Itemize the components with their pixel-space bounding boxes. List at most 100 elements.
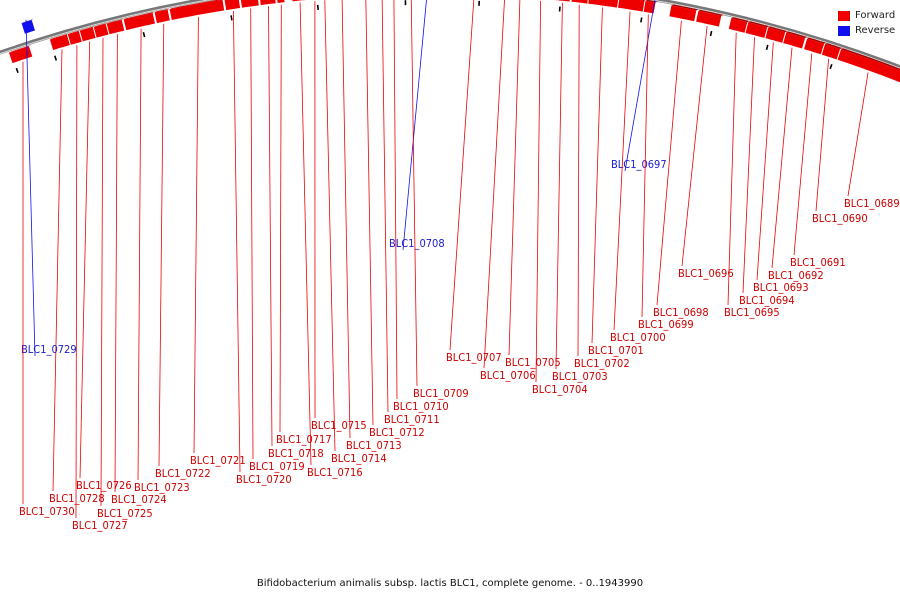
gene-label[interactable]: BLC1_0689: [844, 197, 900, 210]
legend-forward-label: Forward: [855, 10, 896, 21]
gene-leader-line: [613, 11, 631, 331]
gene-feature[interactable]: [240, 0, 259, 8]
gene-label[interactable]: BLC1_0715: [311, 419, 367, 432]
gene-feature[interactable]: [93, 22, 109, 38]
gene-feature[interactable]: [276, 0, 285, 3]
gene-feature[interactable]: [291, 0, 308, 2]
gene-feature[interactable]: [765, 26, 788, 43]
gene-feature[interactable]: [821, 43, 843, 60]
gene-leader-line: [25, 19, 36, 357]
gene-leader-line: [341, 0, 351, 439]
gene-label[interactable]: BLC1_0704: [532, 383, 588, 396]
gene-label[interactable]: BLC1_0709: [413, 387, 469, 400]
gene-label[interactable]: BLC1_0723: [134, 481, 190, 494]
gene-feature[interactable]: [106, 18, 125, 35]
gene-label[interactable]: BLC1_0698: [653, 306, 709, 319]
gene-label[interactable]: BLC1_0711: [384, 413, 440, 426]
gene-label[interactable]: BLC1_0718: [268, 447, 324, 460]
gene-feature[interactable]: [783, 31, 808, 49]
gene-leader-line: [158, 23, 165, 467]
gene-leader-line: [624, 0, 656, 172]
gene-label[interactable]: BLC1_0719: [249, 460, 305, 473]
gene-label[interactable]: BLC1_0697: [611, 158, 667, 171]
legend-reverse-label: Reverse: [855, 25, 896, 36]
gene-label[interactable]: BLC1_0730: [19, 505, 75, 518]
gene-feature[interactable]: [571, 0, 591, 4]
gene-leader-line: [52, 49, 63, 492]
inner-tick: [142, 32, 146, 38]
gene-leader-line: [742, 37, 755, 294]
gene-label[interactable]: BLC1_0706: [480, 369, 536, 382]
gene-feature[interactable]: [669, 4, 699, 22]
gene-leader-line: [114, 34, 118, 493]
gene-leader-line: [100, 37, 104, 507]
inner-tick: [709, 30, 713, 37]
gene-feature[interactable]: [837, 48, 900, 83]
gene-label[interactable]: BLC1_0695: [724, 306, 780, 319]
gene-label[interactable]: BLC1_0712: [369, 426, 425, 439]
gene-feature[interactable]: [728, 17, 750, 33]
gene-label[interactable]: BLC1_0700: [610, 331, 666, 344]
gene-label[interactable]: BLC1_0717: [276, 433, 332, 446]
gene-label[interactable]: BLC1_0691: [790, 256, 846, 269]
gene-feature[interactable]: [555, 0, 573, 2]
gene-feature[interactable]: [696, 9, 724, 27]
inner-tick: [316, 4, 319, 10]
gene-feature[interactable]: [259, 0, 276, 6]
gene-label[interactable]: BLC1_0724: [111, 493, 167, 506]
inner-tick: [765, 44, 769, 51]
gene-leader-line: [847, 72, 869, 197]
reverse-swatch: [838, 25, 850, 36]
gene-leader-line: [402, 0, 427, 251]
gene-label[interactable]: BLC1_0722: [155, 467, 211, 480]
gene-label[interactable]: BLC1_0720: [236, 473, 292, 486]
gene-leader-line: [756, 42, 774, 281]
gene-leader-line: [410, 0, 418, 387]
gene-label[interactable]: BLC1_0694: [739, 294, 795, 307]
gene-leader-line: [577, 4, 580, 357]
gene-label[interactable]: BLC1_0703: [552, 370, 608, 383]
gene-label[interactable]: BLC1_0692: [768, 269, 824, 282]
gene-label[interactable]: BLC1_0693: [753, 281, 809, 294]
gene-leader-line: [393, 0, 398, 400]
gene-feature[interactable]: [643, 0, 658, 14]
gene-feature[interactable]: [804, 37, 827, 55]
gene-label[interactable]: BLC1_0729: [21, 343, 77, 356]
gene-label[interactable]: BLC1_0714: [331, 452, 387, 465]
gene-feature[interactable]: [21, 19, 35, 34]
gene-feature[interactable]: [49, 33, 70, 51]
gene-feature[interactable]: [224, 0, 241, 11]
gene-label[interactable]: BLC1_0707: [446, 351, 502, 364]
gene-label[interactable]: BLC1_0726: [76, 479, 132, 492]
gene-label[interactable]: BLC1_0701: [588, 344, 644, 357]
gene-feature[interactable]: [79, 26, 96, 42]
gene-feature[interactable]: [169, 0, 225, 20]
genome-caption: Bifidobacterium animalis subsp. lactis B…: [256, 578, 644, 589]
gene-feature[interactable]: [67, 30, 82, 45]
gene-feature[interactable]: [618, 0, 647, 12]
gene-label[interactable]: BLC1_0705: [505, 356, 561, 369]
gene-label[interactable]: BLC1_0702: [574, 357, 630, 370]
gene-label[interactable]: BLC1_0721: [190, 454, 246, 467]
gene-label[interactable]: BLC1_0713: [346, 439, 402, 452]
gene-label[interactable]: BLC1_0708: [389, 237, 445, 250]
gene-leader-line: [449, 0, 475, 351]
gene-label[interactable]: BLC1_0699: [638, 318, 694, 331]
inner-tick: [54, 55, 58, 61]
gene-feature[interactable]: [123, 11, 155, 31]
gene-label[interactable]: BLC1_0728: [49, 492, 105, 505]
gene-label[interactable]: BLC1_0690: [812, 212, 868, 225]
gene-label[interactable]: BLC1_0696: [678, 267, 734, 280]
gene-feature[interactable]: [588, 0, 620, 8]
gene-leader-line: [656, 20, 682, 306]
gene-leader-line: [193, 16, 199, 454]
gene-leader-line: [535, 0, 541, 383]
gene-leader-line: [483, 0, 505, 369]
gene-label[interactable]: BLC1_0710: [393, 400, 449, 413]
gene-feature[interactable]: [745, 21, 770, 38]
gene-label[interactable]: BLC1_0716: [307, 466, 363, 479]
gene-label[interactable]: BLC1_0727: [72, 519, 128, 532]
gene-label[interactable]: BLC1_0725: [97, 507, 153, 520]
gene-feature[interactable]: [154, 8, 170, 24]
